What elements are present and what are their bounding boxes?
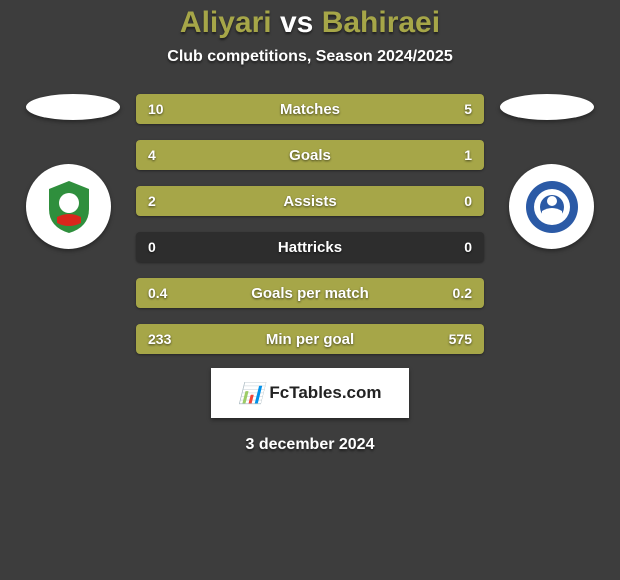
crest-left-icon bbox=[39, 177, 99, 237]
stat-name: Hattricks bbox=[136, 239, 484, 256]
stat-row: 4Goals1 bbox=[136, 140, 484, 170]
player1-photo-placeholder bbox=[26, 94, 120, 120]
vs-label: vs bbox=[280, 6, 313, 39]
stat-labels: 0.4Goals per match0.2 bbox=[136, 278, 484, 308]
stat-name: Assists bbox=[136, 193, 484, 210]
title: Aliyari vs Bahiraei bbox=[0, 6, 620, 40]
logo-icon: 📊 bbox=[238, 381, 263, 406]
stat-row: 233Min per goal575 bbox=[136, 324, 484, 354]
stat-row: 0.4Goals per match0.2 bbox=[136, 278, 484, 308]
comparison-card: Aliyari vs Bahiraei Club competitions, S… bbox=[0, 0, 620, 454]
logo-text: FcTables.com bbox=[269, 383, 381, 403]
stat-labels: 10Matches5 bbox=[136, 94, 484, 124]
stat-labels: 233Min per goal575 bbox=[136, 324, 484, 354]
player2-photo-placeholder bbox=[500, 94, 594, 120]
stat-row: 0Hattricks0 bbox=[136, 232, 484, 262]
stat-name: Goals bbox=[136, 147, 484, 164]
stat-labels: 4Goals1 bbox=[136, 140, 484, 170]
stat-labels: 2Assists0 bbox=[136, 186, 484, 216]
stat-name: Goals per match bbox=[136, 285, 484, 302]
stat-name: Min per goal bbox=[136, 331, 484, 348]
stats-panel: 10Matches5 4Goals1 2Assists0 0Hattricks0 0.4… bbox=[136, 94, 484, 354]
stat-row: 2Assists0 bbox=[136, 186, 484, 216]
player2-name: Bahiraei bbox=[322, 6, 440, 39]
date-label: 3 december 2024 bbox=[0, 436, 620, 454]
stat-row: 10Matches5 bbox=[136, 94, 484, 124]
source-logo: 📊 FcTables.com bbox=[211, 368, 409, 418]
crest-right-icon bbox=[522, 177, 582, 237]
player2-club-crest bbox=[509, 164, 594, 249]
player1-club-crest bbox=[26, 164, 111, 249]
stat-name: Matches bbox=[136, 101, 484, 118]
stat-labels: 0Hattricks0 bbox=[136, 232, 484, 262]
right-column bbox=[494, 94, 594, 249]
left-column bbox=[26, 94, 126, 249]
player1-name: Aliyari bbox=[180, 6, 272, 39]
subtitle: Club competitions, Season 2024/2025 bbox=[0, 48, 620, 66]
main-row: 10Matches5 4Goals1 2Assists0 0Hattricks0 0.4… bbox=[0, 94, 620, 354]
